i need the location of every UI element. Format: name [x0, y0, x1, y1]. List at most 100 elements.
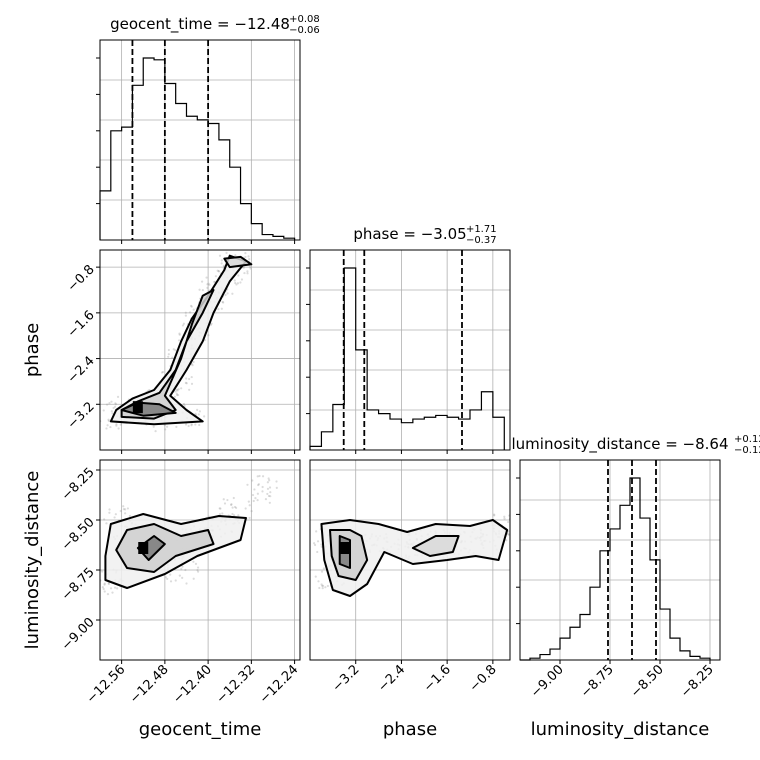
panel-geocent_time-vs-phase-sample-point: [214, 275, 217, 278]
panel-geocent_time-vs-phase-sample-point: [244, 255, 247, 259]
panel-geocent_time-vs-phase-sample-point: [95, 421, 97, 423]
panel-geocent_time-vs-phase-sample-point: [176, 389, 179, 392]
panel-geocent_time-vs-luminosity_distance-sample-point: [233, 514, 236, 517]
panel-geocent_time-vs-phase-sample-point: [96, 421, 98, 423]
panel-phase-vs-luminosity_distance-frame: [309, 459, 511, 661]
panel-geocent_time-vs-luminosity_distance-sample-point: [181, 576, 184, 579]
panel-geocent_time-vs-luminosity_distance-sample-point: [103, 583, 106, 586]
panel-geocent_time-vs-phase-sample-point: [197, 413, 200, 416]
panel-geocent_time-vs-luminosity_distance-density-peak: [138, 542, 149, 554]
panel-geocent_time-vs-phase-sample-point: [96, 415, 98, 417]
hist-geocent_time-title-minus: −0.06: [289, 25, 320, 36]
panel-geocent_time-vs-phase-sample-point: [242, 266, 245, 269]
panel-geocent_time-vs-phase-sample-point: [94, 415, 96, 417]
panel-geocent_time-vs-phase-sample-point: [209, 323, 213, 326]
panel-geocent_time-vs-luminosity_distance-sample-point: [268, 486, 272, 489]
panel-geocent_time-vs-phase-sample-point: [177, 339, 181, 342]
panel-geocent_time-vs-luminosity_distance-sample-point: [184, 568, 187, 572]
panel-geocent_time-vs-phase-sample-point: [187, 424, 190, 428]
hist-luminosity_distance-title-plus: +0.12: [734, 434, 760, 445]
panel-geocent_time-vs-phase-sample-point: [171, 356, 174, 359]
panel-geocent_time-vs-luminosity_distance-sample-point: [256, 475, 259, 478]
panel-geocent_time-vs-phase-sample-point: [113, 405, 117, 408]
panel-geocent_time-vs-luminosity_distance-sample-point: [101, 570, 104, 573]
panel-geocent_time-vs-phase-sample-point: [167, 348, 170, 352]
panel-phase-vs-luminosity_distance-sample-point: [316, 550, 319, 554]
panel-geocent_time-vs-luminosity_distance-sample-point: [124, 508, 127, 511]
panel-geocent_time-vs-luminosity_distance-sample-point: [194, 562, 198, 565]
panel-geocent_time-vs-phase-sample-point: [188, 311, 192, 314]
panel-geocent_time-vs-luminosity_distance-sample-point: [244, 507, 247, 510]
panel-geocent_time-vs-phase-sample-point: [221, 300, 224, 304]
panel-geocent_time-vs-phase-sample-point: [177, 393, 180, 397]
panel-geocent_time-vs-phase-sample-point: [180, 387, 183, 390]
panel-geocent_time-vs-phase-sample-point: [226, 292, 229, 295]
panel-geocent_time-vs-luminosity_distance-sample-point: [124, 512, 127, 515]
panel-geocent_time-vs-luminosity_distance-sample-point: [237, 514, 240, 517]
panel-geocent_time-vs-luminosity_distance-sample-point: [169, 580, 173, 583]
panel-geocent_time-vs-luminosity_distance-sample-point: [252, 499, 255, 503]
y-axis-label-phase: phase: [22, 323, 43, 377]
panel-phase-vs-luminosity_distance-sample-point: [314, 575, 317, 578]
panel-geocent_time-vs-phase-sample-point: [198, 423, 201, 427]
panel-geocent_time-vs-luminosity_distance-sample-point: [106, 593, 110, 596]
hist-geocent_time-bg: [100, 40, 300, 240]
ytick-label-phase: −3.2: [65, 399, 98, 432]
panel-geocent_time-vs-luminosity_distance-sample-point: [221, 512, 224, 515]
panel-geocent_time-vs-phase-sample-point: [95, 423, 97, 425]
panel-geocent_time-vs-phase-sample-point: [244, 252, 247, 255]
panel-phase-vs-luminosity_distance-sample-point: [316, 540, 320, 543]
panel-geocent_time-vs-luminosity_distance-sample-point: [253, 488, 256, 491]
panel-geocent_time-vs-luminosity_distance-sample-point: [248, 516, 251, 520]
panel-geocent_time-vs-luminosity_distance-sample-point: [192, 577, 195, 580]
panel-geocent_time-vs-phase-sample-point: [247, 255, 250, 258]
panel-geocent_time-vs-luminosity_distance-sample-point: [257, 483, 260, 486]
panel-geocent_time-vs-phase-sample-point: [190, 423, 193, 426]
xtick-label-luminosity_distance: −8.50: [628, 662, 667, 701]
panel-geocent_time-vs-luminosity_distance-sample-point: [233, 505, 237, 509]
panel-geocent_time-vs-luminosity_distance-sample-point: [102, 587, 105, 591]
panel-phase-vs-luminosity_distance-sample-point: [515, 531, 517, 533]
xtick-label-luminosity_distance: −8.25: [678, 662, 717, 701]
panel-geocent_time-vs-phase-sample-point: [235, 283, 238, 286]
panel-geocent_time-vs-phase-sample-point: [115, 423, 118, 426]
panel-geocent_time-vs-luminosity_distance-sample-point: [107, 582, 110, 586]
panel-geocent_time-vs-luminosity_distance-sample-point: [122, 505, 125, 508]
panel-geocent_time-vs-phase-contour-3: [223, 255, 253, 269]
panel-geocent_time-vs-luminosity_distance-sample-point: [196, 570, 200, 573]
panel-geocent_time-vs-phase-sample-point: [107, 419, 110, 422]
panel-geocent_time-vs-phase-sample-point: [240, 278, 244, 281]
panel-geocent_time-vs-phase-sample-point: [111, 412, 114, 415]
panel-geocent_time-vs-phase-sample-point: [117, 427, 120, 430]
panel-geocent_time-vs-phase-sample-point: [200, 280, 204, 283]
panel-geocent_time-vs-phase-sample-point: [178, 333, 181, 336]
panel-phase-vs-luminosity_distance-sample-point: [321, 584, 324, 587]
panel-geocent_time-vs-phase-sample-point: [93, 414, 95, 416]
ytick-label-luminosity_distance: −8.50: [59, 515, 98, 554]
ytick-label-luminosity_distance: −9.00: [59, 615, 98, 654]
panel-geocent_time-vs-phase-sample-point: [196, 408, 199, 412]
panel-geocent_time-vs-phase-sample-point: [161, 370, 165, 374]
panel-phase-vs-luminosity_distance-contour-3: [411, 535, 460, 557]
hist-phase-step: [309, 267, 505, 450]
panel-geocent_time-vs-phase-sample-point: [206, 283, 209, 286]
hist-luminosity_distance-title-minus: −0.12: [734, 445, 760, 456]
panel-geocent_time-vs-luminosity_distance-sample-point: [246, 483, 249, 486]
panel-geocent_time-vs-luminosity_distance-sample-point: [219, 507, 222, 510]
panel-geocent_time-vs-phase-sample-point: [190, 382, 194, 385]
hist-geocent_time-step: [99, 57, 296, 240]
panel-geocent_time-vs-phase-sample-point: [198, 288, 201, 291]
panel-phase-vs-luminosity_distance-sample-point: [313, 542, 316, 545]
panel-geocent_time-vs-phase-sample-point: [188, 377, 191, 381]
panel-phase-vs-luminosity_distance-sample-point: [507, 533, 510, 536]
panel-geocent_time-vs-luminosity_distance-sample-point: [222, 498, 225, 501]
panel-geocent_time-vs-phase-sample-point: [217, 270, 220, 273]
panel-geocent_time-vs-phase-sample-point: [224, 293, 227, 297]
panel-geocent_time-vs-luminosity_distance-sample-point: [266, 492, 269, 496]
panel-geocent_time-vs-luminosity_distance-sample-point: [180, 567, 183, 571]
panel-geocent_time-vs-luminosity_distance-sample-point: [108, 511, 111, 514]
panel-geocent_time-vs-phase-sample-point: [110, 410, 113, 413]
panel-geocent_time-vs-luminosity_distance-sample-point: [235, 506, 238, 509]
hist-geocent_time-title-plus: +0.08: [289, 14, 320, 25]
panel-geocent_time-vs-phase-sample-point: [234, 281, 237, 285]
